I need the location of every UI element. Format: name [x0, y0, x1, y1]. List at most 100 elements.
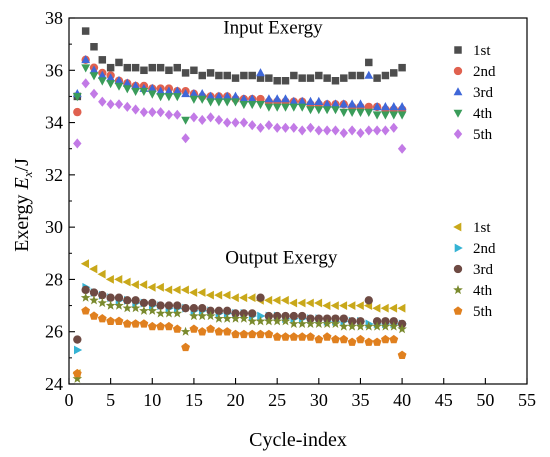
- data-point: [139, 298, 149, 308]
- legend-marker: [453, 128, 463, 140]
- series-input-exergy-4th: [72, 64, 407, 125]
- data-point: [97, 269, 106, 279]
- data-point: [222, 98, 232, 107]
- data-point: [265, 74, 273, 82]
- data-point: [189, 112, 199, 123]
- data-point: [231, 329, 240, 339]
- data-point: [172, 93, 182, 102]
- data-point: [97, 297, 108, 308]
- x-axis-label: Cycle-index: [249, 429, 347, 451]
- data-point: [248, 71, 256, 80]
- data-point: [273, 122, 282, 133]
- data-point: [322, 106, 332, 115]
- data-point: [114, 75, 124, 84]
- data-point: [306, 332, 315, 341]
- series-input-exergy-2nd: [73, 55, 407, 117]
- data-point: [156, 63, 165, 72]
- data-point: [364, 125, 373, 136]
- data-point: [372, 317, 382, 326]
- data-point: [247, 293, 256, 303]
- data-point: [214, 327, 224, 336]
- data-point: [280, 316, 291, 326]
- series-output-exergy-3rd: [73, 285, 407, 344]
- data-point: [397, 102, 407, 111]
- data-point: [106, 80, 115, 89]
- data-point: [231, 98, 240, 107]
- data-point: [314, 125, 323, 136]
- data-point: [289, 122, 298, 133]
- legend-label: 3rd: [473, 85, 493, 101]
- data-point: [306, 106, 315, 115]
- data-point: [173, 109, 182, 120]
- data-point: [281, 122, 290, 133]
- data-point: [264, 94, 274, 103]
- legend-entry: 1st: [453, 220, 491, 236]
- y-tick-label: 30: [45, 217, 63, 237]
- data-point: [322, 301, 331, 310]
- data-point: [172, 86, 182, 95]
- data-point: [364, 337, 374, 346]
- legend-label: 4th: [473, 106, 493, 122]
- data-point: [314, 318, 324, 328]
- data-point: [372, 111, 382, 120]
- data-point: [231, 117, 240, 128]
- legend-label: 2nd: [473, 241, 496, 257]
- data-point: [148, 63, 157, 72]
- data-point: [239, 309, 249, 318]
- y-axis-label: Exergy Ex/J: [11, 158, 35, 252]
- data-point: [89, 72, 99, 81]
- data-point: [164, 109, 174, 120]
- x-tick-label: 45: [435, 390, 453, 410]
- data-point: [331, 334, 340, 344]
- data-point: [130, 280, 139, 290]
- x-tick-label: 40: [393, 390, 411, 410]
- data-point: [189, 304, 199, 313]
- data-point: [114, 293, 124, 302]
- data-point: [222, 313, 232, 323]
- data-point: [180, 285, 189, 295]
- data-point: [131, 104, 140, 115]
- data-point: [106, 99, 115, 110]
- data-point: [172, 308, 183, 318]
- x-tick-label: 5: [106, 390, 115, 410]
- legend-entry: 3rd: [453, 85, 493, 101]
- data-point: [239, 94, 249, 103]
- data-point: [147, 90, 157, 99]
- output-exergy-annotation: Output Exergy: [225, 248, 338, 269]
- data-point: [355, 321, 366, 331]
- data-point: [81, 27, 90, 35]
- data-point: [239, 117, 249, 128]
- y-axis-label-unit: /J: [11, 158, 33, 172]
- data-point: [189, 288, 198, 297]
- data-point: [281, 332, 290, 341]
- data-point: [356, 317, 365, 326]
- data-point: [239, 329, 249, 339]
- data-point: [397, 350, 407, 359]
- data-point: [381, 334, 390, 344]
- data-point: [347, 301, 356, 310]
- data-point: [180, 326, 191, 336]
- data-point: [339, 128, 348, 139]
- legend-marker: [453, 109, 463, 118]
- data-point: [214, 98, 224, 107]
- data-point: [106, 316, 115, 325]
- legend-label: 2nd: [473, 64, 496, 80]
- data-point: [165, 66, 173, 75]
- data-point: [89, 264, 98, 274]
- data-point: [340, 74, 348, 82]
- data-point: [347, 317, 357, 326]
- data-point: [389, 122, 398, 133]
- data-point: [364, 321, 374, 331]
- data-point: [189, 311, 199, 321]
- data-point: [381, 111, 390, 120]
- data-point: [256, 329, 265, 339]
- legend-marker: [453, 284, 463, 295]
- data-point: [81, 55, 91, 64]
- legend-marker: [453, 264, 463, 274]
- chart-legend: 1st 2nd 3rd 4th 5th 1st 2nd 3rd 4th 5th: [453, 43, 496, 320]
- data-point: [206, 324, 215, 333]
- data-point: [72, 93, 82, 102]
- data-point: [264, 316, 274, 326]
- data-point: [214, 114, 224, 125]
- data-point: [272, 295, 281, 305]
